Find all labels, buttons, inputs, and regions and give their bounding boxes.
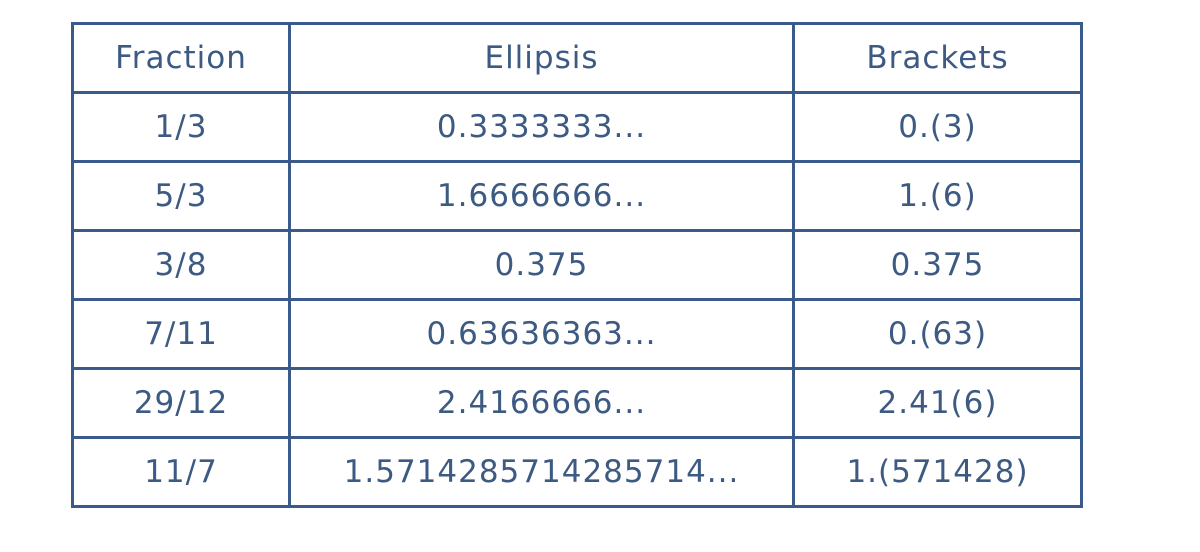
table-row: 3/8 0.375 0.375 (71, 229, 1083, 301)
brackets-cell: 0.375 (792, 229, 1083, 301)
header-fraction: Fraction (71, 22, 291, 94)
fraction-cell: 3/8 (71, 229, 291, 301)
ellipsis-cell: 0.63636363... (288, 298, 795, 370)
ellipsis-cell: 1.6666666... (288, 160, 795, 232)
table-container: Fraction Ellipsis Brackets 1/3 0.3333333… (71, 22, 1083, 508)
header-brackets: Brackets (792, 22, 1083, 94)
table-row: 29/12 2.4166666... 2.41(6) (71, 367, 1083, 439)
table-row: 7/11 0.63636363... 0.(63) (71, 298, 1083, 370)
brackets-cell: 1.(571428) (792, 436, 1083, 508)
brackets-cell: 2.41(6) (792, 367, 1083, 439)
table-row: 5/3 1.6666666... 1.(6) (71, 160, 1083, 232)
decimal-notation-table: Fraction Ellipsis Brackets 1/3 0.3333333… (71, 22, 1083, 508)
header-ellipsis: Ellipsis (288, 22, 795, 94)
fraction-cell: 11/7 (71, 436, 291, 508)
ellipsis-cell: 2.4166666... (288, 367, 795, 439)
ellipsis-cell: 1.5714285714285714... (288, 436, 795, 508)
ellipsis-cell: 0.375 (288, 229, 795, 301)
table-row: 11/7 1.5714285714285714... 1.(571428) (71, 436, 1083, 508)
brackets-cell: 1.(6) (792, 160, 1083, 232)
fraction-cell: 7/11 (71, 298, 291, 370)
brackets-cell: 0.(3) (792, 91, 1083, 163)
header-row: Fraction Ellipsis Brackets (71, 22, 1083, 94)
fraction-cell: 5/3 (71, 160, 291, 232)
fraction-cell: 29/12 (71, 367, 291, 439)
brackets-cell: 0.(63) (792, 298, 1083, 370)
table-row: 1/3 0.3333333... 0.(3) (71, 91, 1083, 163)
fraction-cell: 1/3 (71, 91, 291, 163)
ellipsis-cell: 0.3333333... (288, 91, 795, 163)
